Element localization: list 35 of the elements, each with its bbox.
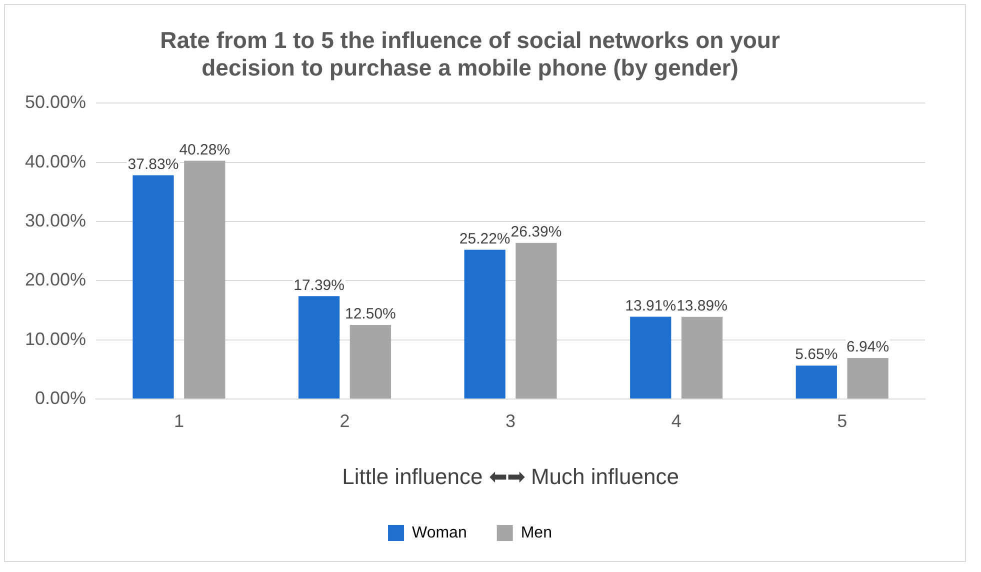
bar: [464, 250, 506, 398]
data-label: 12.50%: [344, 306, 396, 323]
data-label: 40.28%: [179, 141, 230, 158]
data-label: 17.39%: [294, 276, 344, 294]
y-tick-label: 50.00%: [24, 92, 86, 112]
bar: [796, 366, 837, 398]
data-label: 13.91%: [625, 297, 676, 314]
x-tick-label: 1: [174, 410, 184, 431]
data-label: 5.65%: [795, 346, 838, 364]
x-tick-label: 4: [671, 410, 682, 431]
y-tick-label: 0.00%: [35, 388, 86, 408]
x-tick-label: 3: [506, 410, 516, 431]
bar: [847, 358, 888, 398]
legend-label: Woman: [412, 524, 467, 542]
x-axis-title: Little influence ⬅➡ Much influence: [342, 464, 679, 489]
data-label: 37.83%: [128, 156, 179, 173]
data-label: 25.22%: [459, 230, 510, 248]
chart-title: Rate from 1 to 5 the influence of social networks on your decision to purchase a mobile phone (by gender): [160, 27, 780, 81]
bar: [132, 175, 174, 398]
y-tick-label: 40.00%: [24, 151, 86, 172]
y-tick-label: 20.00%: [24, 270, 86, 290]
bar: [298, 296, 340, 398]
data-label: 13.89%: [676, 297, 728, 314]
x-tick-label: 5: [837, 410, 848, 431]
bar: [630, 316, 672, 398]
bar: [184, 160, 226, 398]
bar: [681, 316, 723, 398]
legend-label: Men: [520, 524, 552, 542]
x-tick-label: 2: [340, 410, 350, 431]
bar: [350, 325, 391, 398]
data-label: 6.94%: [846, 338, 890, 356]
y-tick-label: 10.00%: [24, 328, 86, 349]
y-tick-label: 30.00%: [24, 210, 86, 230]
bar: [516, 242, 557, 398]
data-label: 26.39%: [510, 224, 562, 241]
